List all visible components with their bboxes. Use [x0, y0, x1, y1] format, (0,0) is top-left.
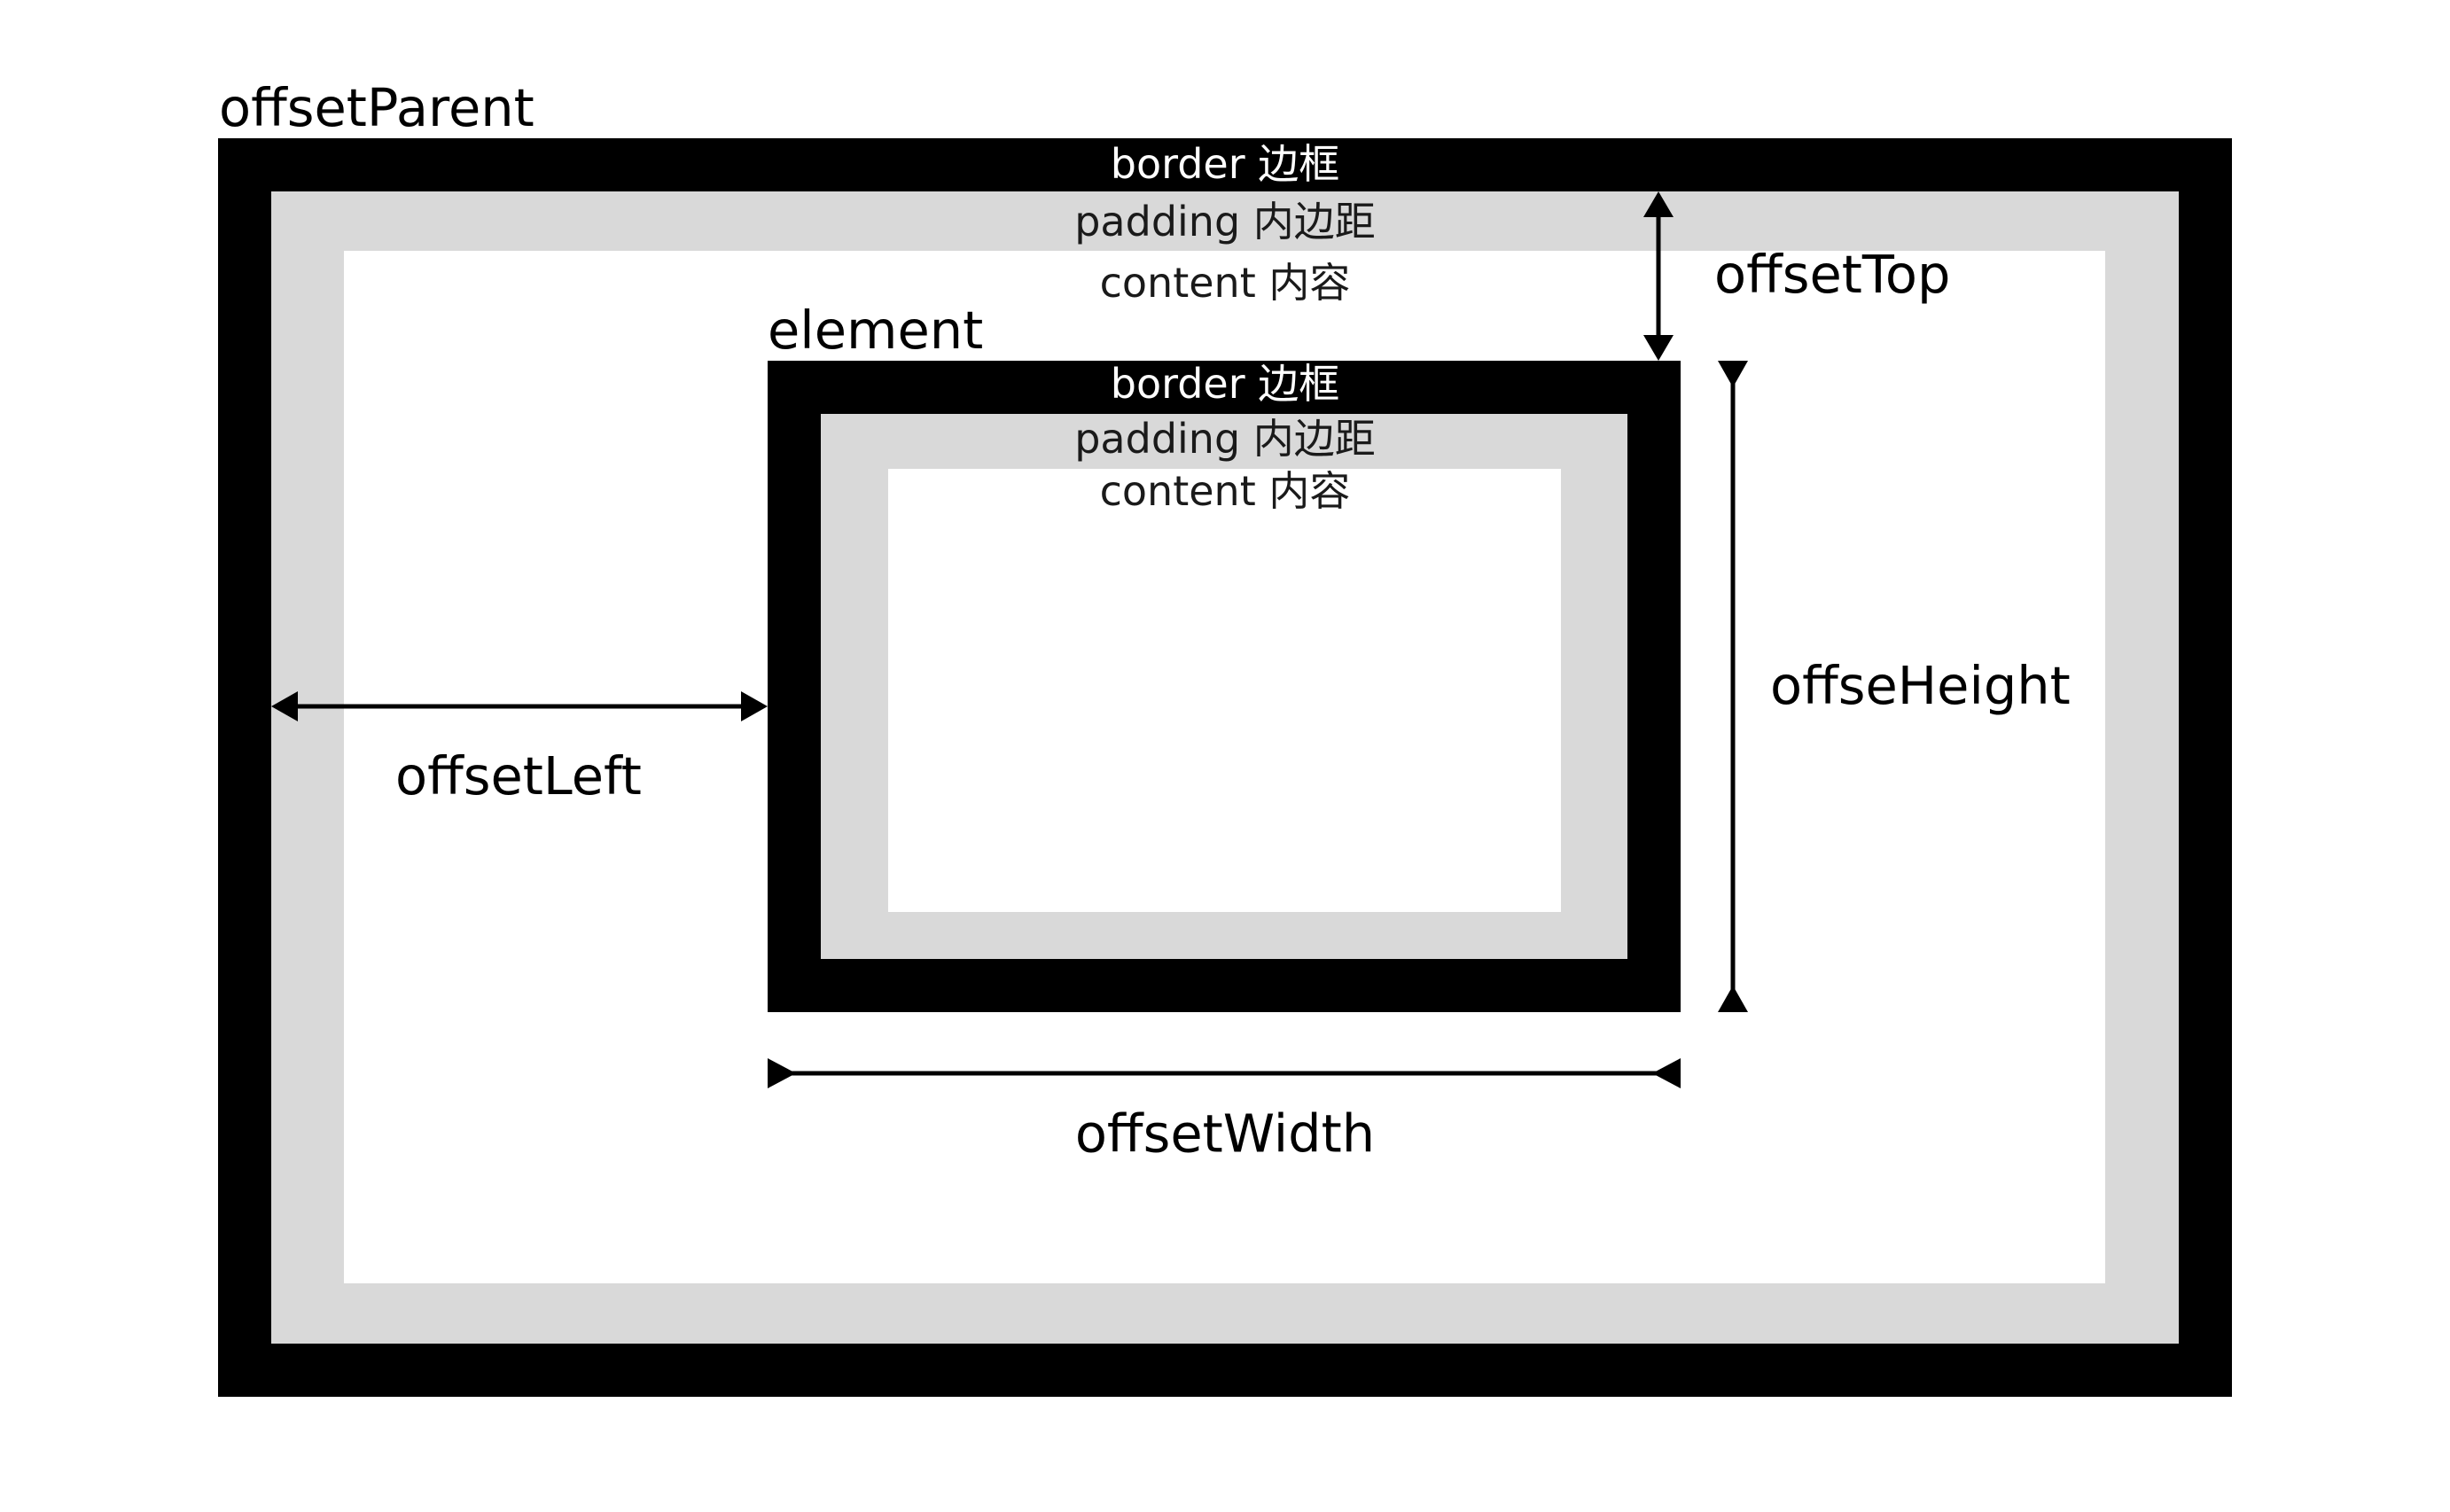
offset-parent-border-label: border 边框: [1110, 140, 1340, 188]
offset-parent-content-label: content 内容: [1099, 259, 1351, 307]
offset-top-label: offsetTop: [1714, 244, 1951, 305]
element-content-label: content 内容: [1099, 467, 1351, 515]
offset-width-label: offsetWidth: [1074, 1103, 1376, 1165]
offset-parent-title: offsetParent: [219, 77, 534, 138]
element-content: [888, 469, 1561, 912]
element-border-label: border 边框: [1110, 360, 1340, 408]
offset-parent-padding-label: padding 内边距: [1074, 198, 1376, 246]
offset-height-label: offseHeight: [1770, 655, 2071, 716]
element-title: element: [768, 300, 984, 361]
element-padding-label: padding 内边距: [1074, 415, 1376, 463]
offset-left-label: offsetLeft: [395, 745, 642, 807]
